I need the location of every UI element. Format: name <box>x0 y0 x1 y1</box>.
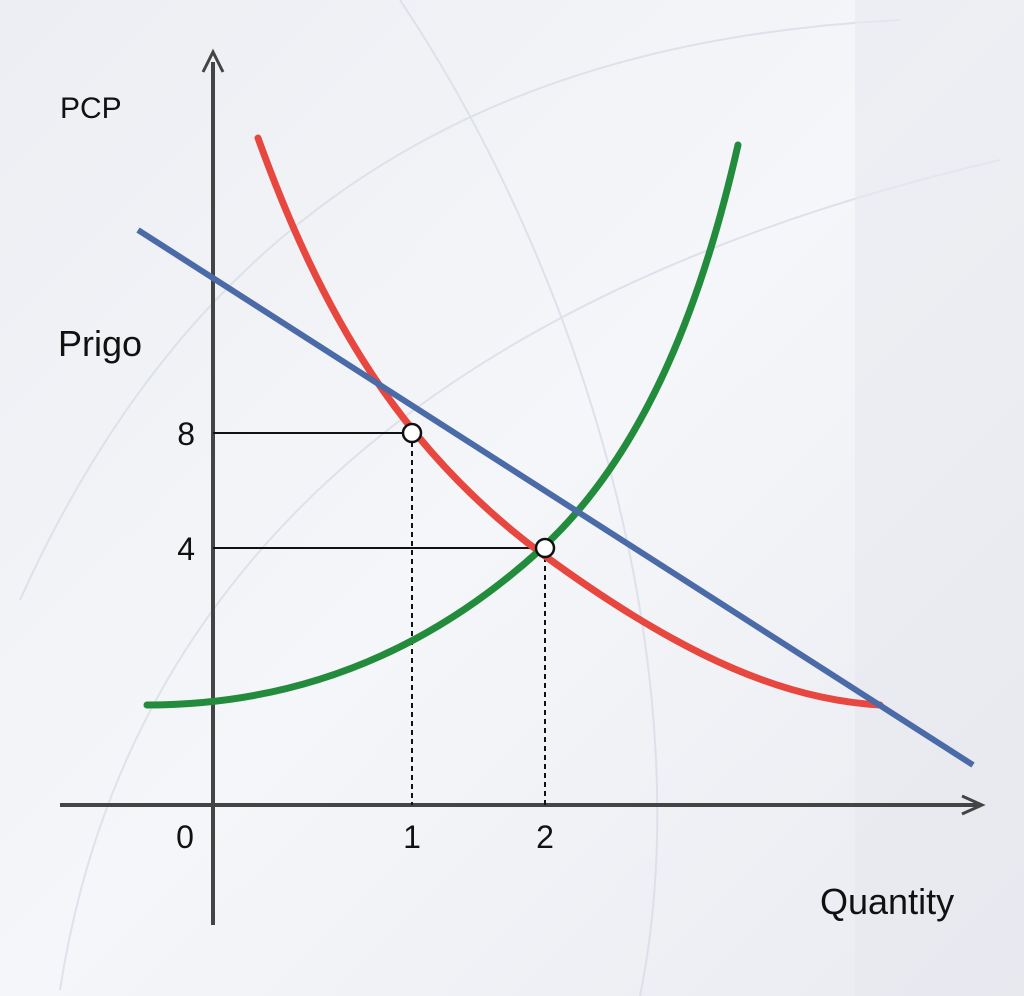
top-label: PCP <box>60 92 122 125</box>
y-axis-label: Prigo <box>58 323 142 364</box>
blue-line <box>136 227 975 768</box>
background-sketch <box>19 0 1024 996</box>
y-axis-arrow-icon <box>201 48 225 73</box>
x-axis-arrow-icon <box>961 794 986 816</box>
red-curve <box>254 134 884 709</box>
y-tick-label: 4 <box>177 531 195 567</box>
x-axis-label: Quantity <box>820 881 954 922</box>
x-tick-label: 1 <box>403 819 421 855</box>
intersection-point <box>401 422 423 444</box>
x-tick-label: 0 <box>176 819 194 855</box>
y-tick-label: 8 <box>177 416 195 452</box>
x-tick-label: 2 <box>536 819 554 855</box>
intersection-point <box>534 537 556 559</box>
